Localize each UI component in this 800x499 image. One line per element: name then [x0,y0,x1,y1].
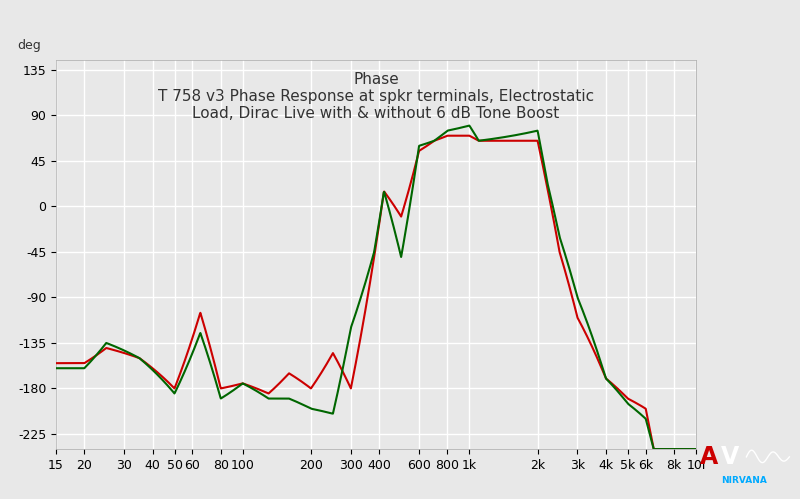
Text: A: A [700,445,718,469]
Text: Phase
T 758 v3 Phase Response at spkr terminals, Electrostatic
Load, Dirac Live : Phase T 758 v3 Phase Response at spkr te… [158,71,594,121]
Text: NIRVANA: NIRVANA [722,477,767,486]
Text: V: V [722,445,739,469]
Text: deg: deg [18,39,42,52]
